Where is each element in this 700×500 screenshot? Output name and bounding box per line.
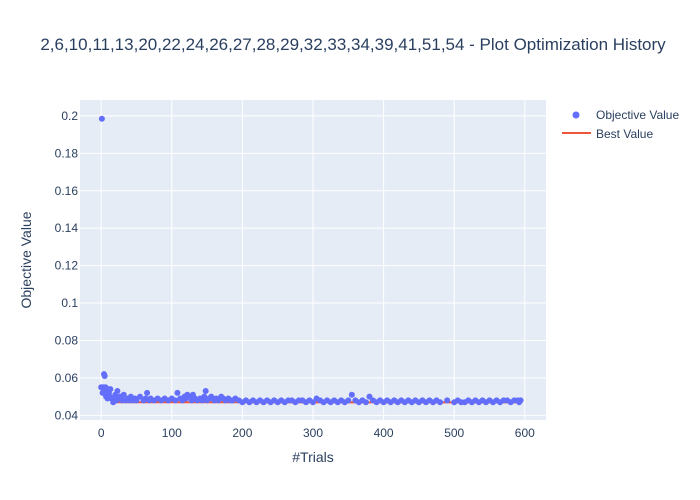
x-axis-title: #Trials — [292, 449, 334, 465]
y-tick-label: 0.12 — [55, 259, 79, 273]
legend-label-objective: Objective Value — [596, 108, 679, 122]
objective-point — [101, 373, 108, 380]
legend-marker-objective — [572, 111, 580, 119]
objective-point — [345, 397, 352, 404]
objective-point — [517, 397, 524, 404]
objective-point — [444, 397, 451, 404]
objective-point — [366, 393, 373, 400]
objective-point — [172, 397, 179, 404]
y-tick-label: 0.2 — [61, 109, 78, 123]
x-tick-labels: 0 100 200 300 400 500 600 — [98, 426, 535, 440]
x-tick-label: 300 — [303, 426, 323, 440]
x-tick-label: 400 — [374, 426, 394, 440]
objective-point — [137, 393, 144, 400]
x-tick-label: 500 — [444, 426, 464, 440]
y-axis-title: Objective Value — [18, 211, 34, 308]
objective-point — [174, 389, 181, 396]
y-tick-label: 0.16 — [55, 184, 79, 198]
y-tick-label: 0.1 — [61, 296, 78, 310]
objective-point — [133, 397, 140, 404]
objective-point — [114, 387, 121, 394]
x-tick-label: 600 — [515, 426, 535, 440]
objective-value-series — [98, 115, 524, 406]
objective-point — [107, 386, 114, 393]
objective-point — [362, 399, 369, 406]
y-tick-label: 0.08 — [55, 333, 79, 347]
objective-point — [144, 389, 151, 396]
x-tick-label: 0 — [98, 426, 105, 440]
y-tick-labels: 0.04 0.06 0.08 0.1 0.12 0.14 0.16 0.18 0.2 — [55, 109, 79, 422]
legend-label-best: Best Value — [596, 127, 653, 141]
objective-point — [98, 115, 105, 122]
y-tick-label: 0.14 — [55, 221, 79, 235]
y-tick-label: 0.04 — [55, 408, 79, 422]
objective-point — [202, 387, 209, 394]
legend: Objective Value Best Value — [562, 108, 679, 141]
chart-title: 2,6,10,11,13,20,22,24,26,27,28,29,32,33,… — [40, 35, 666, 54]
objective-point — [120, 391, 127, 398]
y-gridlines — [80, 115, 546, 416]
objective-point — [310, 399, 316, 406]
y-tick-label: 0.06 — [55, 371, 79, 385]
x-tick-label: 100 — [162, 426, 182, 440]
x-tick-label: 200 — [232, 426, 252, 440]
y-tick-label: 0.18 — [55, 146, 79, 160]
objective-point — [348, 391, 355, 398]
objective-point — [437, 399, 444, 406]
